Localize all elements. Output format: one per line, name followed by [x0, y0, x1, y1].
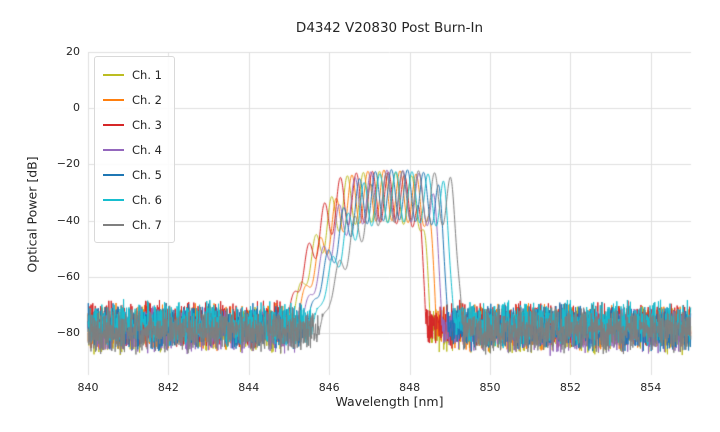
y-tick-label: 0 [73, 101, 80, 115]
legend-label: Ch. 2 [132, 92, 162, 107]
y-axis-label: Optical Power [dB] [24, 156, 40, 273]
legend-line-swatch [103, 148, 124, 151]
y-tick-label: −20 [56, 157, 80, 171]
legend-entry-ch-4: Ch. 4 [103, 137, 162, 162]
legend-line-swatch [103, 223, 124, 226]
legend-entry-ch-7: Ch. 7 [103, 212, 162, 237]
x-axis-label: Wavelength [nm] [335, 394, 444, 409]
legend-line-swatch [103, 123, 124, 126]
legend: Ch. 1 Ch. 2 Ch. 3 Ch. 4 Ch. 5 Ch. 6 Ch. 7 [94, 56, 175, 243]
legend-label: Ch. 6 [132, 192, 162, 207]
legend-line-swatch [103, 198, 124, 201]
x-tick-label: 844 [238, 381, 260, 394]
y-tick-label: −60 [56, 269, 80, 283]
y-tick-label: 20 [66, 45, 80, 58]
x-tick-label: 850 [479, 381, 501, 394]
x-tick-label: 842 [157, 381, 179, 394]
y-tick-label: −40 [56, 213, 80, 227]
x-tick-label: 852 [559, 381, 581, 394]
chart-title: D4342 V20830 Post Burn-In [295, 20, 484, 36]
legend-label: Ch. 5 [132, 167, 162, 182]
x-tick-label: 846 [318, 381, 340, 394]
legend-line-swatch [103, 98, 124, 101]
y-tick-label: −80 [56, 325, 80, 339]
legend-label: Ch. 3 [132, 117, 162, 132]
legend-entry-ch-5: Ch. 5 [103, 162, 162, 187]
legend-entry-ch-6: Ch. 6 [103, 187, 162, 212]
legend-label: Ch. 1 [132, 67, 162, 82]
legend-entry-ch-3: Ch. 3 [103, 112, 162, 137]
x-tick-label: 848 [399, 381, 421, 394]
x-tick-label: 854 [640, 381, 662, 394]
legend-label: Ch. 4 [132, 142, 162, 157]
x-tick-label: 840 [77, 381, 99, 394]
legend-entry-ch-2: Ch. 2 [103, 87, 162, 112]
legend-line-swatch [103, 73, 124, 76]
legend-label: Ch. 7 [132, 217, 162, 232]
legend-line-swatch [103, 173, 124, 176]
legend-entry-ch-1: Ch. 1 [103, 62, 162, 87]
